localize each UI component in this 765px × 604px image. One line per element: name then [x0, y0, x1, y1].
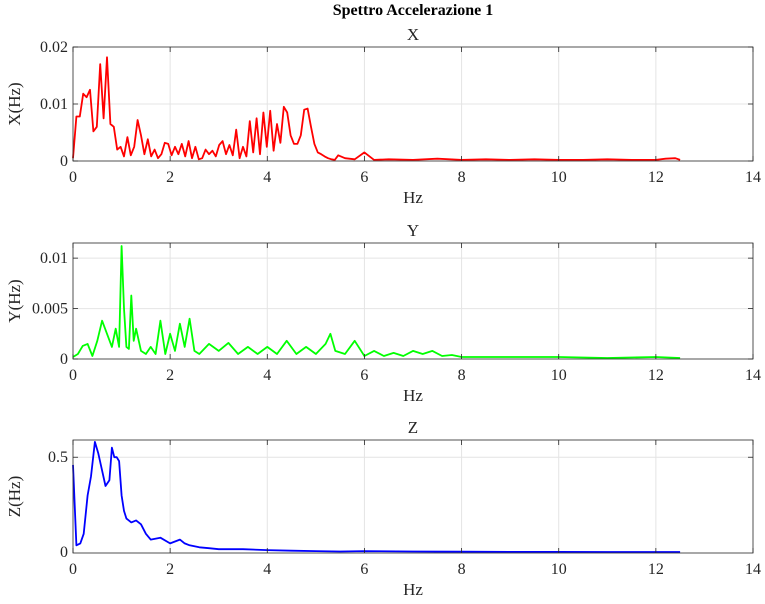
y-axis-label: Y(Hz) [5, 279, 24, 322]
x-tick-label: 14 [745, 169, 761, 186]
y-tick-label: 0 [60, 153, 68, 170]
x-tick-label: 8 [458, 561, 466, 578]
subplot-title: Y [407, 221, 419, 240]
subplot-title: X [407, 25, 419, 44]
x-tick-label: 0 [69, 367, 77, 384]
figure-suptitle: Spettro Accelerazione 1 [333, 2, 494, 19]
y-tick-label: 0.01 [40, 250, 68, 267]
x-tick-label: 10 [551, 367, 567, 384]
x-tick-label: 6 [360, 367, 368, 384]
axes-frame [72, 242, 754, 360]
x-tick-label: 12 [648, 169, 664, 186]
x-tick-label: 0 [69, 561, 77, 578]
x-tick-label: 10 [551, 169, 567, 186]
subplot-y: 0 2 4 6 8 10 12 14 0 0.005 0.01 Y Hz Y(Hz) [5, 221, 761, 405]
x-tick-label: 10 [551, 561, 567, 578]
plot-area [73, 440, 753, 553]
x-tick-label: 0 [69, 169, 77, 186]
x-tick-label: 12 [648, 561, 664, 578]
y-tick-label: 0.005 [32, 301, 68, 318]
x-tick-label: 4 [263, 561, 271, 578]
plot-area [73, 243, 753, 359]
y-tick-label: 0.02 [40, 39, 68, 56]
x-axis-label: Hz [403, 386, 423, 405]
y-axis-label: X(Hz) [5, 82, 24, 125]
y-axis-label: Z(Hz) [5, 476, 24, 518]
series-line-x [72, 56, 681, 161]
subplot-z: 0 2 4 6 8 10 12 14 0.5 0 Z Hz Z(Hz) [5, 418, 761, 599]
x-tick-label: 6 [360, 169, 368, 186]
x-tick-label: 4 [263, 169, 271, 186]
x-tick-label: 8 [458, 169, 466, 186]
y-tick-label: 0 [60, 351, 68, 368]
subplot-x: 0 2 4 6 8 10 12 14 0 0.01 0.02 X Hz X(Hz) [5, 25, 761, 207]
x-tick-label: 4 [263, 367, 271, 384]
y-tick-label: 0 [60, 544, 68, 561]
x-tick-label: 14 [745, 561, 761, 578]
x-tick-label: 2 [166, 367, 174, 384]
y-tick-label: 0.5 [48, 449, 68, 466]
x-tick-label: 2 [166, 561, 174, 578]
x-tick-label: 2 [166, 169, 174, 186]
y-tick-label: 0.01 [40, 96, 68, 113]
x-tick-label: 6 [360, 561, 368, 578]
x-tick-label: 12 [648, 367, 664, 384]
x-tick-label: 14 [745, 367, 761, 384]
series-line-z [72, 440, 681, 553]
subplot-title: Z [408, 418, 418, 437]
series-line-y [72, 245, 681, 359]
axes-frame [72, 439, 754, 554]
x-axis-label: Hz [403, 188, 423, 207]
x-axis-label: Hz [403, 580, 423, 599]
x-tick-label: 8 [458, 367, 466, 384]
